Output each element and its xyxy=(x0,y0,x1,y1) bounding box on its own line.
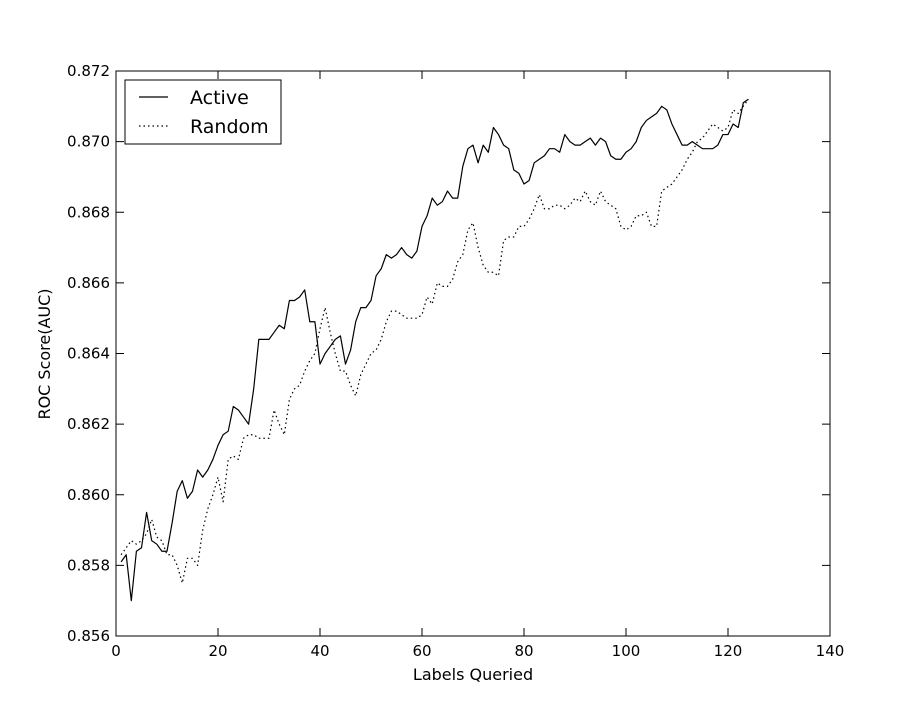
x-tick-label: 140 xyxy=(816,642,845,660)
legend-label-active: Active xyxy=(190,87,249,109)
y-tick-label: 0.866 xyxy=(67,274,110,292)
x-tick-label: 100 xyxy=(612,642,641,660)
y-tick-label: 0.858 xyxy=(67,556,110,574)
series-line-random xyxy=(120,98,749,584)
y-tick-label: 0.860 xyxy=(67,486,110,504)
x-axis-ticks: 0 20 40 60 80 100 120 140 xyxy=(111,71,844,660)
x-tick-label: 20 xyxy=(208,642,227,660)
x-axis-label: Labels Queried xyxy=(413,665,533,684)
y-tick-label: 0.870 xyxy=(67,133,110,151)
y-tick-label: 0.868 xyxy=(67,203,110,221)
legend-box xyxy=(124,79,282,145)
legend: Active Random xyxy=(124,79,282,145)
x-tick-label: 60 xyxy=(412,642,431,660)
plot-area xyxy=(116,71,830,636)
y-axis-label: ROC Score(AUC) xyxy=(35,288,54,419)
x-tick-label: 0 xyxy=(111,642,121,660)
x-tick-label: 80 xyxy=(514,642,533,660)
y-axis-ticks: 0.856 0.858 0.860 0.862 0.864 0.866 0.868 0.870… xyxy=(67,62,830,645)
series-line-active xyxy=(120,98,749,602)
series-layer xyxy=(120,98,749,602)
x-tick-label: 40 xyxy=(310,642,329,660)
y-tick-label: 0.862 xyxy=(67,415,110,433)
y-tick-label: 0.872 xyxy=(67,62,110,80)
y-tick-label: 0.864 xyxy=(67,345,110,363)
x-tick-label: 120 xyxy=(714,642,743,660)
legend-label-random: Random xyxy=(190,116,269,138)
y-tick-label: 0.856 xyxy=(67,627,110,645)
